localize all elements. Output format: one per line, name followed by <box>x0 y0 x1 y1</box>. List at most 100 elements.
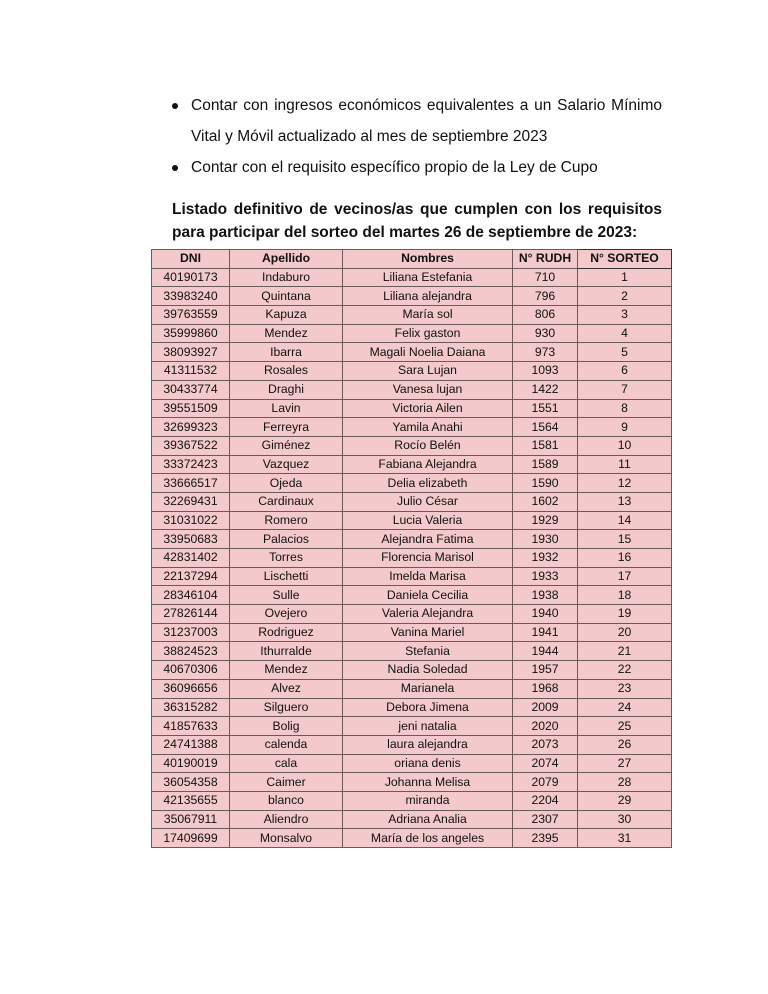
requirement-item: Contar con el requisito específico propi… <box>172 152 662 183</box>
cell-sorteo: 12 <box>577 473 672 493</box>
cell-nombres: Julio César <box>342 491 513 512</box>
cell-sorteo: 10 <box>577 435 672 456</box>
table-row: 31237003 Rodriguez Vanina Mariel 1941 20 <box>151 622 672 643</box>
cell-rudh: 1581 <box>512 435 578 456</box>
requirement-text: Contar con el requisito específico propi… <box>191 159 598 176</box>
cell-rudh: 710 <box>512 267 578 288</box>
cell-apellido: Silguero <box>229 697 343 718</box>
cell-apellido: Indaburo <box>229 267 343 288</box>
header-rudh: N° RUDH <box>512 249 578 269</box>
cell-sorteo: 18 <box>577 585 672 606</box>
cell-nombres: María de los angeles <box>342 828 513 848</box>
list-heading: Listado definitivo de vecinos/as que cum… <box>172 201 662 241</box>
cell-dni: 36315282 <box>151 697 230 718</box>
cell-sorteo: 3 <box>577 305 672 325</box>
cell-dni: 38824523 <box>151 641 230 662</box>
cell-nombres: Liliana Estefania <box>342 267 513 288</box>
cell-rudh: 1602 <box>512 491 578 512</box>
table-row: 36315282 Silguero Debora Jimena 2009 24 <box>151 697 672 718</box>
cell-rudh: 1933 <box>512 566 578 587</box>
cell-nombres: Delia elizabeth <box>342 473 513 493</box>
cell-dni: 35999860 <box>151 323 230 344</box>
cell-nombres: Adriana Analia <box>342 809 513 830</box>
cell-rudh: 1968 <box>512 678 578 699</box>
table-row: 27826144 Ovejero Valeria Alejandra 1940 19 <box>151 604 672 624</box>
cell-nombres: Marianela <box>342 678 513 699</box>
cell-apellido: Ferreyra <box>229 417 343 437</box>
cell-rudh: 1590 <box>512 473 578 493</box>
bullet-icon <box>172 103 178 109</box>
cell-nombres: Debora Jimena <box>342 697 513 718</box>
cell-rudh: 1938 <box>512 585 578 606</box>
cell-rudh: 973 <box>512 342 578 363</box>
cell-sorteo: 7 <box>577 379 672 400</box>
cell-nombres: Rocío Belén <box>342 435 513 456</box>
cell-dni: 39763559 <box>151 305 230 325</box>
cell-apellido: calenda <box>229 734 343 755</box>
cell-dni: 39551509 <box>151 398 230 419</box>
cell-dni: 32699323 <box>151 417 230 437</box>
cell-dni: 27826144 <box>151 604 230 624</box>
table-row: 22137294 Lischetti Imelda Marisa 1933 17 <box>151 566 672 587</box>
cell-apellido: Rosales <box>229 361 343 381</box>
table-row: 42831402 Torres Florencia Marisol 1932 16 <box>151 548 672 568</box>
table-row: 39367522 Giménez Rocío Belén 1581 10 <box>151 435 672 456</box>
table-row: 32269431 Cardinaux Julio César 1602 13 <box>151 491 672 512</box>
cell-rudh: 2009 <box>512 697 578 718</box>
cell-dni: 24741388 <box>151 734 230 755</box>
cell-rudh: 1564 <box>512 417 578 437</box>
cell-rudh: 1940 <box>512 604 578 624</box>
cell-apellido: Mendez <box>229 323 343 344</box>
table-row: 41857633 Bolig jeni natalia 2020 25 <box>151 716 672 736</box>
cell-sorteo: 17 <box>577 566 672 587</box>
table-row: 33372423 Vazquez Fabiana Alejandra 1589 11 <box>151 454 672 475</box>
cell-nombres: jeni natalia <box>342 716 513 736</box>
cell-apellido: Lischetti <box>229 566 343 587</box>
table-row: 39551509 Lavin Victoria Ailen 1551 8 <box>151 398 672 419</box>
cell-sorteo: 24 <box>577 697 672 718</box>
cell-rudh: 2074 <box>512 753 578 774</box>
cell-apellido: Bolig <box>229 716 343 736</box>
cell-sorteo: 2 <box>577 286 672 307</box>
cell-apellido: Mendez <box>229 660 343 680</box>
cell-sorteo: 27 <box>577 753 672 774</box>
cell-sorteo: 11 <box>577 454 672 475</box>
cell-apellido: Palacios <box>229 529 343 549</box>
cell-apellido: Draghi <box>229 379 343 400</box>
cell-dni: 42135655 <box>151 790 230 811</box>
cell-sorteo: 28 <box>577 772 672 792</box>
cell-rudh: 1930 <box>512 529 578 549</box>
cell-apellido: Kapuza <box>229 305 343 325</box>
table-row: 30433774 Draghi Vanesa lujan 1422 7 <box>151 379 672 400</box>
cell-dni: 31237003 <box>151 622 230 643</box>
cell-dni: 41857633 <box>151 716 230 736</box>
cell-sorteo: 20 <box>577 622 672 643</box>
cell-sorteo: 25 <box>577 716 672 736</box>
table-row: 33983240 Quintana Liliana alejandra 796 2 <box>151 286 672 307</box>
cell-nombres: Stefania <box>342 641 513 662</box>
cell-nombres: Johanna Melisa <box>342 772 513 792</box>
cell-nombres: Sara Lujan <box>342 361 513 381</box>
table-row: 42135655 blanco miranda 2204 29 <box>151 790 672 811</box>
table-header-row: DNI Apellido Nombres N° RUDH N° SORTEO <box>151 249 672 269</box>
table-row: 40190019 cala oriana denis 2074 27 <box>151 753 672 774</box>
cell-sorteo: 23 <box>577 678 672 699</box>
cell-dni: 17409699 <box>151 828 230 848</box>
cell-rudh: 1957 <box>512 660 578 680</box>
cell-nombres: Vanesa lujan <box>342 379 513 400</box>
requirement-text: Contar con ingresos económicos equivalen… <box>191 97 662 145</box>
cell-rudh: 930 <box>512 323 578 344</box>
cell-dni: 33372423 <box>151 454 230 475</box>
cell-apellido: blanco <box>229 790 343 811</box>
cell-apellido: Romero <box>229 510 343 531</box>
cell-apellido: Aliendro <box>229 809 343 830</box>
cell-dni: 22137294 <box>151 566 230 587</box>
cell-rudh: 2204 <box>512 790 578 811</box>
cell-sorteo: 16 <box>577 548 672 568</box>
cell-sorteo: 15 <box>577 529 672 549</box>
cell-sorteo: 6 <box>577 361 672 381</box>
cell-rudh: 1944 <box>512 641 578 662</box>
cell-sorteo: 29 <box>577 790 672 811</box>
cell-nombres: Nadia Soledad <box>342 660 513 680</box>
cell-nombres: Yamila Anahi <box>342 417 513 437</box>
